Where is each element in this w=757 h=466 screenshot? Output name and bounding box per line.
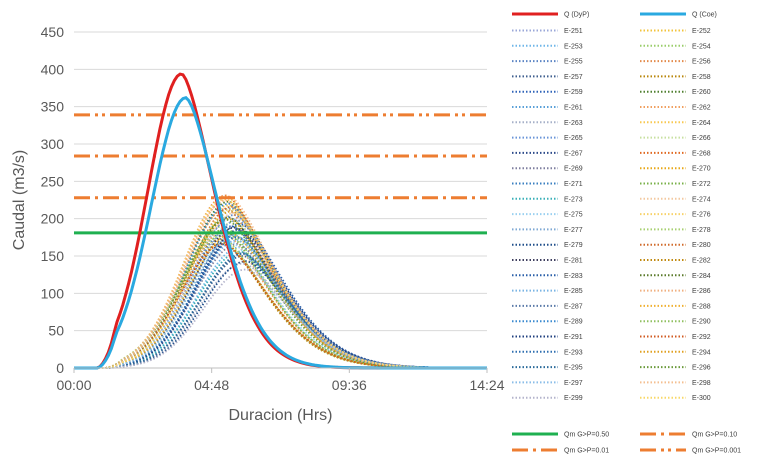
- legend-label-e-270: E-270: [692, 166, 711, 173]
- y-axis-title: Caudal (m3/s): [11, 150, 28, 250]
- legend-label-e-264: E-264: [692, 120, 711, 127]
- legend-label-e-282: E-282: [692, 258, 711, 265]
- x-tick-label: 04:48: [194, 377, 229, 393]
- legend-label-e-295: E-295: [564, 365, 583, 372]
- y-tick-label: 350: [41, 99, 65, 115]
- series-line-e-295: [74, 252, 487, 369]
- legend-label-e-299: E-299: [564, 395, 583, 402]
- y-tick-label: 50: [48, 323, 64, 339]
- legend-label-e-263: E-263: [564, 120, 583, 127]
- legend-label-e-253: E-253: [564, 43, 583, 50]
- legend-label-e-292: E-292: [692, 334, 711, 341]
- y-tick-label: 0: [56, 360, 64, 376]
- legend-label-e-289: E-289: [564, 319, 583, 326]
- legend-label-e-261: E-261: [564, 105, 583, 112]
- legend-label-e-285: E-285: [564, 288, 583, 295]
- legend-label-e-257: E-257: [564, 74, 583, 81]
- legend-label-e-265: E-265: [564, 135, 583, 142]
- legend-label-e-267: E-267: [564, 150, 583, 157]
- legend-label-qm-0001: Qm G>P=0.001: [692, 448, 741, 455]
- y-tick-label: 250: [41, 173, 65, 189]
- legend-label-e-300: E-300: [692, 395, 711, 402]
- legend-label-e-284: E-284: [692, 273, 711, 280]
- legend-label-e-251: E-251: [564, 28, 583, 35]
- legend-label-e-287: E-287: [564, 303, 583, 310]
- legend-label-e-262: E-262: [692, 105, 711, 112]
- y-tick-label: 300: [41, 136, 65, 152]
- legend-label-e-278: E-278: [692, 227, 711, 234]
- legend-label-qm-010: Qm G>P=0.10: [692, 432, 737, 439]
- y-tick-label: 450: [41, 24, 65, 40]
- legend-label-e-252: E-252: [692, 28, 711, 35]
- legend-label-e-274: E-274: [692, 196, 711, 203]
- legend-label-e-254: E-254: [692, 43, 711, 50]
- legend-label-e-255: E-255: [564, 59, 583, 66]
- legend-label-e-286: E-286: [692, 288, 711, 295]
- y-tick-label: 400: [41, 61, 65, 77]
- legend-label-e-266: E-266: [692, 135, 711, 142]
- axes: 0 50 100 150 200 250 300 350 400 450 00:00 04:48 09:…: [41, 24, 505, 393]
- legend: Q (DyP) Q (Coe) E-251 E-252 E-253 E-254 E-255 E…: [512, 12, 741, 455]
- legend-label-qm-001: Qm G>P=0.01: [564, 448, 609, 455]
- series-line-e-258: [74, 238, 487, 369]
- legend-label-e-275: E-275: [564, 212, 583, 219]
- legend-label-q-dyp: Q (DyP): [564, 12, 589, 19]
- legend-label-e-258: E-258: [692, 74, 711, 81]
- legend-label-e-291: E-291: [564, 334, 583, 341]
- legend-label-e-298: E-298: [692, 380, 711, 387]
- series-line-e-272: [74, 228, 487, 369]
- series-line-e-296: [74, 218, 487, 369]
- legend-label-e-273: E-273: [564, 196, 583, 203]
- legend-label-e-294: E-294: [692, 349, 711, 356]
- legend-label-e-283: E-283: [564, 273, 583, 280]
- y-tick-label: 150: [41, 248, 65, 264]
- x-tick-label: 00:00: [56, 377, 91, 393]
- threshold-lines: [74, 113, 487, 235]
- legend-label-e-268: E-268: [692, 150, 711, 157]
- x-tick-label: 14:24: [469, 377, 504, 393]
- legend-label-e-297: E-297: [564, 380, 583, 387]
- legend-label-e-296: E-296: [692, 365, 711, 372]
- legend-label-e-281: E-281: [564, 258, 583, 265]
- legend-label-e-271: E-271: [564, 181, 583, 188]
- x-tick-label: 09:36: [332, 377, 367, 393]
- legend-label-e-269: E-269: [564, 166, 583, 173]
- legend-label-e-279: E-279: [564, 242, 583, 249]
- legend-label-e-280: E-280: [692, 242, 711, 249]
- legend-label-e-293: E-293: [564, 349, 583, 356]
- legend-label-e-276: E-276: [692, 212, 711, 219]
- x-axis-title: Duracion (Hrs): [228, 407, 332, 424]
- legend-label-e-260: E-260: [692, 89, 711, 96]
- legend-label-e-259: E-259: [564, 89, 583, 96]
- legend-label-q-coe: Q (Coe): [692, 12, 717, 19]
- y-tick-label: 100: [41, 285, 65, 301]
- legend-label-qm-050: Qm G>P=0.50: [564, 432, 609, 439]
- legend-label-e-256: E-256: [692, 59, 711, 66]
- legend-label-e-277: E-277: [564, 227, 583, 234]
- legend-label-e-288: E-288: [692, 303, 711, 310]
- legend-label-e-290: E-290: [692, 319, 711, 326]
- legend-label-e-272: E-272: [692, 181, 711, 188]
- series-line-e-275: [74, 240, 487, 369]
- y-tick-label: 200: [41, 211, 65, 227]
